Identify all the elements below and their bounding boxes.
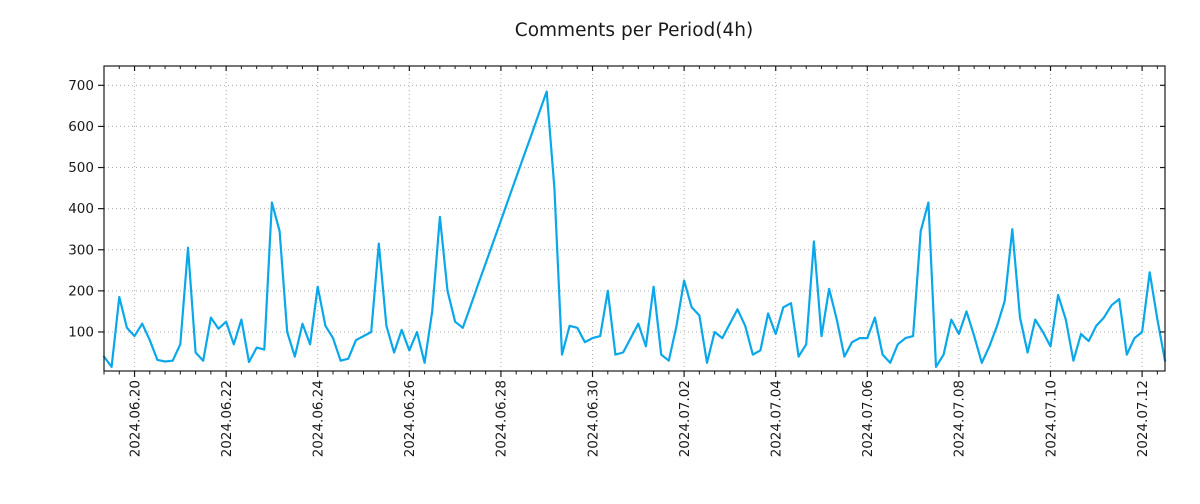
- axis-labels: 100 200 300 400 500 600 700 2024.06.20 2024.06.2…: [68, 78, 1151, 457]
- x-tick-label: 2024.07.06: [860, 380, 876, 457]
- x-tick-label: 2024.06.26: [402, 380, 418, 457]
- gridlines: [104, 66, 1165, 371]
- y-tick-label: 300: [68, 242, 94, 258]
- x-tick-label: 2024.07.04: [769, 380, 785, 457]
- axes: [98, 65, 1166, 377]
- x-tick-label: 2024.07.10: [1043, 380, 1059, 457]
- x-tick-label: 2024.06.22: [219, 380, 235, 457]
- x-tick-label: 2024.07.02: [677, 380, 693, 457]
- x-tick-label: 2024.06.28: [494, 380, 510, 457]
- chart-title: Comments per Period(4h): [515, 20, 753, 41]
- x-tick-label: 2024.07.12: [1135, 380, 1151, 457]
- data-series: [102, 90, 1167, 368]
- y-tick-label: 400: [68, 201, 94, 217]
- y-tick-label: 600: [68, 119, 94, 135]
- comments-series-line: [102, 90, 1167, 368]
- x-tick-label: 2024.07.08: [952, 380, 968, 457]
- y-tick-label: 200: [68, 283, 94, 299]
- x-tick-label: 2024.06.20: [127, 380, 143, 457]
- plot-border: [103, 65, 1166, 372]
- y-tick-label: 700: [68, 78, 94, 94]
- x-tick-label: 2024.06.30: [585, 380, 601, 457]
- y-tick-label: 100: [68, 325, 94, 341]
- x-tick-label: 2024.06.24: [311, 380, 327, 457]
- y-tick-label: 500: [68, 160, 94, 176]
